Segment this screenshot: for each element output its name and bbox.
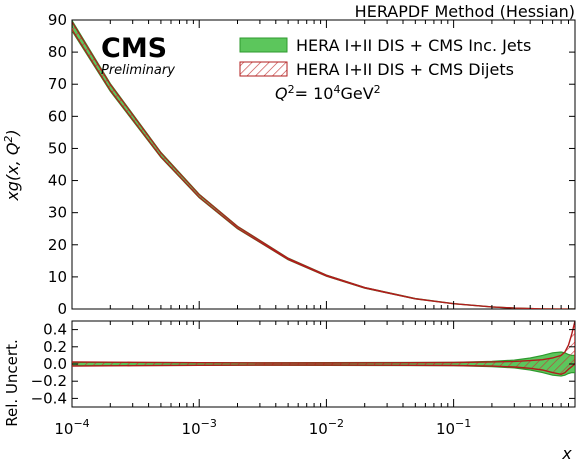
main-x-axis-ticks [71, 20, 576, 309]
ratio-x-axis: 10−4 10−3 10−2 10−1 [54, 321, 576, 438]
ylabel-main-part: xg(x, Q [3, 143, 22, 202]
main-y-tick-label: 10 [48, 268, 67, 286]
main-plot-frame [71, 19, 576, 310]
ratio-plot-area [72, 321, 575, 377]
x-tick-label: 10−1 [436, 417, 471, 438]
ylabel-superscript: 2 [2, 136, 15, 143]
legend-label-dijets: HERA I+II DIS + CMS Dijets [296, 60, 514, 79]
main-y-tick-label: 70 [48, 75, 67, 93]
q2-unit: GeV [340, 84, 373, 103]
legend-swatch-dijets [239, 61, 288, 77]
x-tick-label: 10−4 [54, 417, 89, 438]
q2-annotation: Q2= 104GeV2 [275, 83, 381, 103]
ratio-y-tick-label: −0.2 [31, 372, 67, 390]
ylabel-close-paren: ) [3, 129, 22, 136]
ratio-y-axis-label: Rel. Uncert. [3, 339, 21, 426]
main-y-tick-label: 50 [48, 139, 67, 157]
x-tick-label: 10−3 [182, 417, 217, 438]
x-tick-label: 10−2 [309, 417, 344, 438]
q2-unit-exp: 2 [374, 83, 381, 96]
main-y-tick-label: 90 [48, 11, 67, 29]
main-y-tick-label: 20 [48, 236, 67, 254]
ratio-y-axis: −0.4−0.20.00.20.4 [31, 321, 575, 407]
main-y-tick-label: 30 [48, 204, 67, 222]
main-y-tick-label: 40 [48, 172, 67, 190]
main-y-tick-label: 0 [57, 300, 67, 318]
q2-symbol: Q [275, 84, 288, 103]
legend: HERA I+II DIS + CMS Inc. Jets HERA I+II … [239, 36, 531, 79]
ratio-y-tick-label: 0.4 [43, 321, 67, 339]
ratio-y-tick-label: 0.0 [43, 355, 67, 373]
ratio-band-dijets [72, 321, 575, 376]
q2-equals: = 10 [295, 84, 334, 103]
legend-swatch-inc-jets [239, 37, 288, 53]
main-plot-area [72, 20, 575, 309]
q2-exp: 2 [288, 83, 295, 96]
main-y-tick-label: 60 [48, 107, 67, 125]
ratio-y-tick-label: −0.4 [31, 389, 67, 407]
main-y-tick-label: 80 [48, 43, 67, 61]
preliminary-label: Preliminary [101, 63, 175, 78]
q2-value-exp: 4 [333, 83, 340, 96]
main-band-dijets [72, 20, 575, 309]
main-y-axis: 0 10 20 30 40 50 60 70 80 90 [48, 11, 575, 318]
main-y-axis-label: xg(x, Q2) [2, 129, 22, 201]
ratio-y-tick-label: 0.2 [43, 338, 67, 356]
legend-label-inc-jets: HERA I+II DIS + CMS Inc. Jets [296, 36, 531, 55]
method-title: HERAPDF Method (Hessian) [355, 2, 575, 21]
cms-logo: CMS [101, 33, 167, 64]
x-axis-label: x [561, 444, 572, 463]
